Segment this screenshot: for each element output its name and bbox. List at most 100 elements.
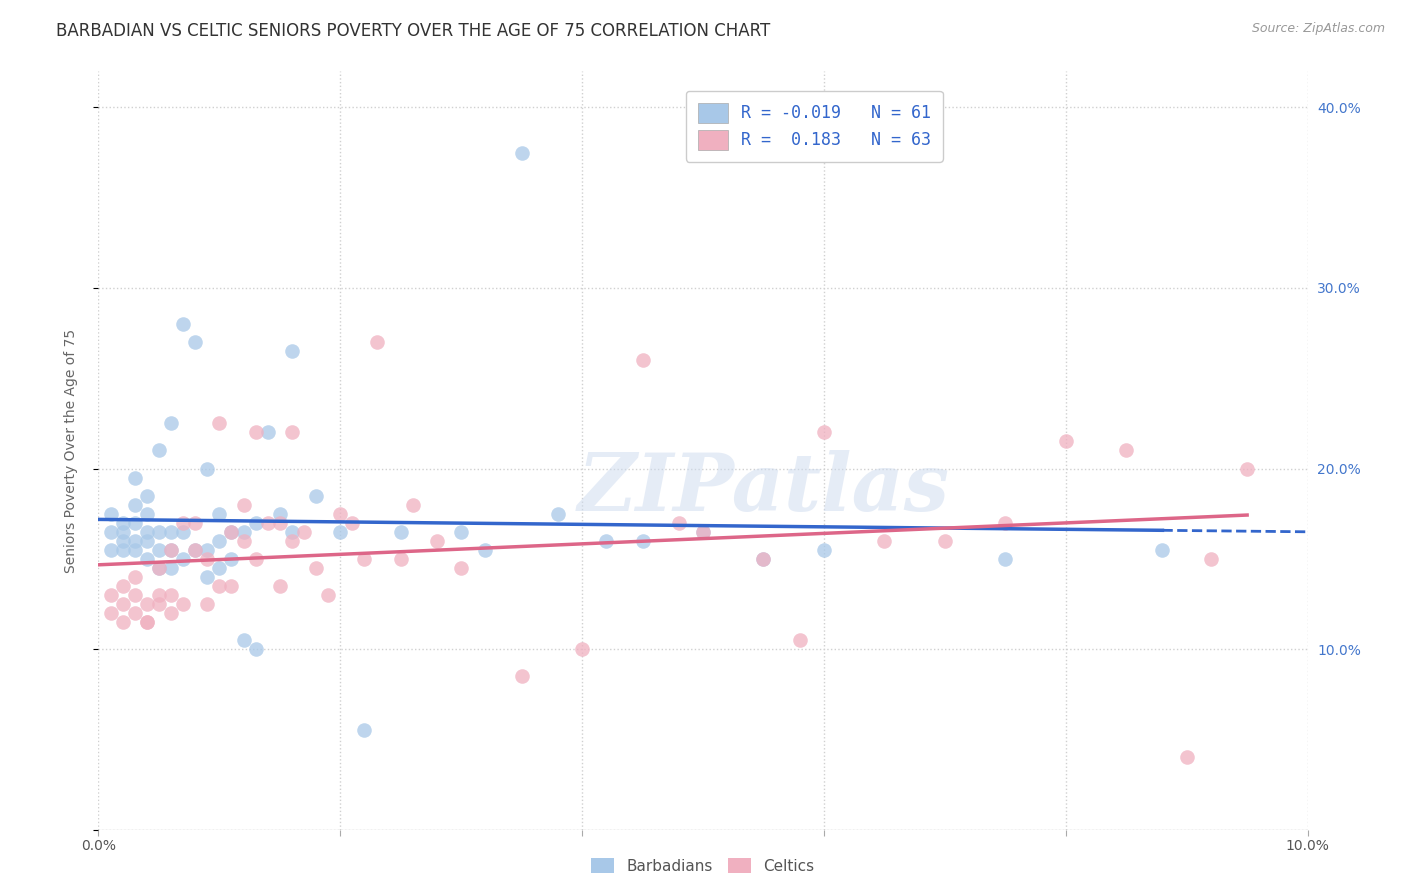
Point bbox=[135, 615, 157, 629]
Point bbox=[160, 524, 183, 539]
Point bbox=[135, 533, 157, 548]
Text: Source: ZipAtlas.com: Source: ZipAtlas.com bbox=[1251, 22, 1385, 36]
Point bbox=[547, 507, 569, 521]
Point bbox=[195, 551, 218, 566]
Point bbox=[208, 417, 231, 431]
Point bbox=[450, 561, 472, 575]
Point bbox=[994, 516, 1017, 530]
Point bbox=[571, 642, 593, 657]
Point bbox=[195, 570, 218, 584]
Point bbox=[450, 524, 472, 539]
Point bbox=[221, 551, 243, 566]
Point bbox=[245, 642, 267, 657]
Point bbox=[208, 533, 231, 548]
Point bbox=[184, 542, 207, 557]
Point bbox=[934, 533, 956, 548]
Point bbox=[135, 507, 157, 521]
Point bbox=[402, 498, 425, 512]
Point bbox=[172, 551, 194, 566]
Point bbox=[245, 551, 267, 566]
Point bbox=[232, 533, 254, 548]
Point bbox=[1152, 542, 1174, 557]
Point bbox=[172, 597, 194, 611]
Point bbox=[281, 344, 304, 359]
Point bbox=[124, 498, 146, 512]
Point bbox=[269, 516, 291, 530]
Point bbox=[316, 588, 339, 602]
Point bbox=[994, 551, 1017, 566]
Point bbox=[135, 551, 157, 566]
Point bbox=[1199, 551, 1222, 566]
Point bbox=[124, 542, 146, 557]
Point bbox=[281, 425, 304, 440]
Legend: R = -0.019   N = 61, R =  0.183   N = 63: R = -0.019 N = 61, R = 0.183 N = 63 bbox=[686, 91, 942, 161]
Point bbox=[692, 524, 714, 539]
Point bbox=[208, 507, 231, 521]
Point bbox=[195, 597, 218, 611]
Point bbox=[329, 524, 352, 539]
Point bbox=[305, 489, 328, 503]
Point bbox=[100, 588, 122, 602]
Point bbox=[124, 588, 146, 602]
Point bbox=[208, 579, 231, 593]
Point bbox=[184, 542, 207, 557]
Point bbox=[366, 335, 388, 350]
Point bbox=[221, 524, 243, 539]
Point bbox=[111, 533, 134, 548]
Point bbox=[100, 606, 122, 620]
Point bbox=[184, 516, 207, 530]
Point bbox=[124, 470, 146, 484]
Point bbox=[752, 551, 775, 566]
Point bbox=[221, 579, 243, 593]
Point bbox=[389, 524, 412, 539]
Point bbox=[281, 533, 304, 548]
Point bbox=[195, 461, 218, 475]
Point bbox=[1236, 461, 1258, 475]
Point bbox=[813, 425, 835, 440]
Point bbox=[111, 524, 134, 539]
Y-axis label: Seniors Poverty Over the Age of 75: Seniors Poverty Over the Age of 75 bbox=[63, 328, 77, 573]
Point bbox=[281, 524, 304, 539]
Point bbox=[160, 561, 183, 575]
Point bbox=[342, 516, 364, 530]
Point bbox=[124, 570, 146, 584]
Point bbox=[100, 507, 122, 521]
Point bbox=[292, 524, 315, 539]
Point bbox=[148, 597, 170, 611]
Point bbox=[184, 335, 207, 350]
Point bbox=[692, 524, 714, 539]
Point bbox=[353, 551, 375, 566]
Point bbox=[1054, 434, 1077, 449]
Point bbox=[873, 533, 896, 548]
Point bbox=[160, 588, 183, 602]
Point bbox=[111, 597, 134, 611]
Point bbox=[135, 524, 157, 539]
Point bbox=[160, 606, 183, 620]
Point bbox=[329, 507, 352, 521]
Point bbox=[172, 524, 194, 539]
Point bbox=[232, 498, 254, 512]
Legend: Barbadians, Celtics: Barbadians, Celtics bbox=[585, 852, 821, 880]
Point bbox=[135, 615, 157, 629]
Point bbox=[172, 516, 194, 530]
Point bbox=[124, 516, 146, 530]
Point bbox=[256, 516, 278, 530]
Point bbox=[148, 443, 170, 458]
Point bbox=[789, 633, 811, 648]
Point bbox=[208, 561, 231, 575]
Point bbox=[124, 533, 146, 548]
Point bbox=[752, 551, 775, 566]
Point bbox=[813, 542, 835, 557]
Point bbox=[135, 597, 157, 611]
Point bbox=[269, 507, 291, 521]
Point bbox=[595, 533, 617, 548]
Point bbox=[221, 524, 243, 539]
Point bbox=[232, 633, 254, 648]
Point bbox=[269, 579, 291, 593]
Point bbox=[631, 533, 654, 548]
Point bbox=[160, 542, 183, 557]
Text: ZIPatlas: ZIPatlas bbox=[578, 450, 949, 527]
Point bbox=[256, 425, 278, 440]
Point bbox=[474, 542, 496, 557]
Point bbox=[148, 588, 170, 602]
